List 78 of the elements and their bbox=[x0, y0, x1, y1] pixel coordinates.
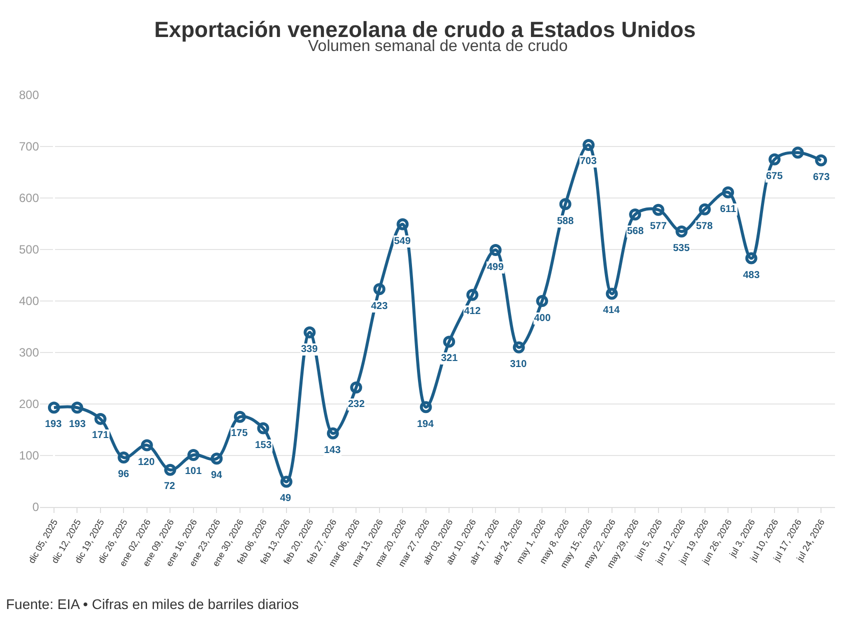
y-tick-label: 300 bbox=[18, 346, 40, 360]
data-label: 588 bbox=[557, 216, 574, 227]
data-label: 339 bbox=[301, 344, 318, 355]
source-note: Fuente: EIA • Cifras en miles de barriles diarios bbox=[6, 596, 299, 612]
point bbox=[304, 326, 316, 338]
data-label: 423 bbox=[371, 301, 388, 312]
point bbox=[652, 204, 664, 216]
point bbox=[350, 382, 362, 394]
point bbox=[512, 341, 525, 354]
data-label: 96 bbox=[118, 469, 130, 480]
data-label: 568 bbox=[627, 226, 644, 237]
point bbox=[792, 146, 804, 159]
data-label: 171 bbox=[92, 430, 110, 441]
data-label: 611 bbox=[720, 204, 737, 215]
data-label: 193 bbox=[69, 419, 86, 430]
data-label: 120 bbox=[138, 457, 156, 468]
y-tick-label: 700 bbox=[18, 140, 40, 154]
point bbox=[559, 198, 572, 210]
point bbox=[118, 452, 130, 464]
point bbox=[326, 427, 339, 440]
data-label: 310 bbox=[510, 359, 528, 370]
point bbox=[280, 476, 292, 488]
data-label: 412 bbox=[464, 306, 482, 317]
point bbox=[676, 225, 688, 238]
data-label: 175 bbox=[231, 428, 248, 439]
point bbox=[536, 295, 548, 307]
y-tick-label: 100 bbox=[18, 448, 40, 463]
y-tick-label: 500 bbox=[18, 242, 40, 257]
point bbox=[140, 439, 153, 452]
point bbox=[257, 422, 270, 434]
data-label: 549 bbox=[394, 236, 412, 247]
point bbox=[420, 401, 432, 414]
data-label: 321 bbox=[441, 353, 458, 364]
point bbox=[466, 288, 478, 301]
point bbox=[48, 402, 60, 414]
point bbox=[71, 402, 84, 414]
y-tick-label: 200 bbox=[18, 397, 40, 412]
point bbox=[582, 138, 595, 151]
chart-subtitle: Volumen semanal de venta de crudo bbox=[308, 38, 568, 55]
data-label: 675 bbox=[766, 171, 784, 182]
data-label: 673 bbox=[813, 172, 830, 183]
point bbox=[606, 288, 618, 300]
point bbox=[490, 244, 502, 256]
data-label: 49 bbox=[280, 493, 292, 504]
data-label: 232 bbox=[348, 399, 366, 410]
y-tick-label: 800 bbox=[18, 88, 40, 102]
y-tick-label: 400 bbox=[18, 294, 40, 308]
data-label: 499 bbox=[487, 262, 504, 273]
point bbox=[396, 218, 409, 230]
y-tick-label: 0 bbox=[32, 500, 40, 514]
point bbox=[443, 336, 456, 348]
data-label: 400 bbox=[534, 313, 552, 324]
data-label: 414 bbox=[603, 305, 620, 316]
point bbox=[373, 283, 386, 296]
point bbox=[94, 412, 106, 425]
point bbox=[698, 203, 711, 216]
data-label: 153 bbox=[255, 440, 272, 451]
point bbox=[768, 153, 781, 166]
y-tick-label: 600 bbox=[18, 191, 40, 206]
data-label: 483 bbox=[743, 270, 760, 281]
point bbox=[722, 186, 734, 198]
point bbox=[234, 410, 246, 423]
point bbox=[629, 208, 642, 220]
point bbox=[210, 452, 223, 465]
data-label: 143 bbox=[324, 445, 342, 456]
point bbox=[164, 464, 176, 476]
data-label: 193 bbox=[45, 419, 62, 430]
point bbox=[745, 252, 758, 264]
data-label: 578 bbox=[696, 221, 714, 232]
data-label: 101 bbox=[185, 466, 202, 477]
point bbox=[187, 448, 200, 461]
point bbox=[815, 154, 828, 166]
data-label: 72 bbox=[164, 481, 176, 492]
data-label: 94 bbox=[211, 470, 223, 481]
data-label: 535 bbox=[673, 243, 690, 254]
data-label: 577 bbox=[650, 221, 668, 232]
data-label: 703 bbox=[580, 156, 598, 167]
data-label: 194 bbox=[417, 419, 434, 430]
